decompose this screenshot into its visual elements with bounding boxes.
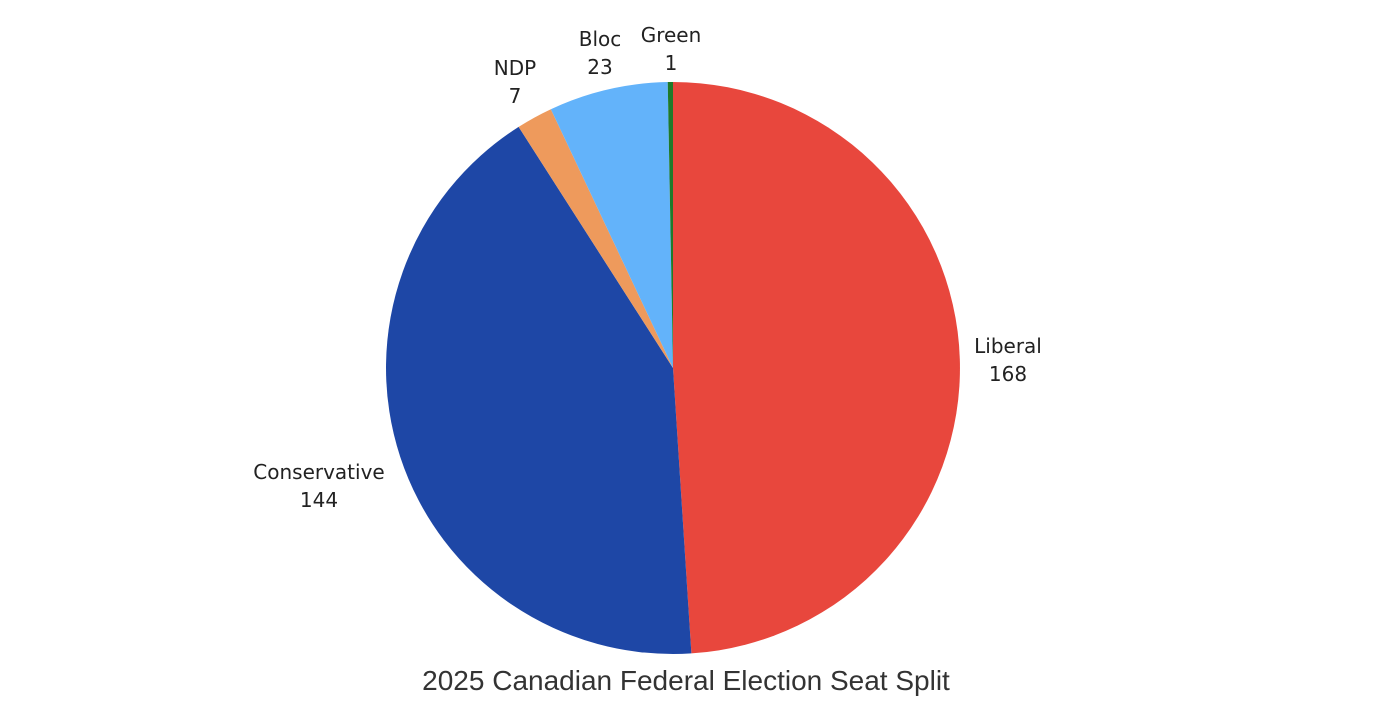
pie-slice-green [667,82,673,368]
slice-label-bloc: Bloc [579,27,622,51]
slice-label-ndp: NDP [494,56,536,80]
slice-label-liberal: Liberal [974,334,1042,358]
pie-slice-bloc [550,82,673,369]
slice-label-green: Green [641,23,702,47]
slice-value-green: 1 [665,51,678,75]
slice-value-bloc: 23 [587,55,612,79]
pie-slice-conservative [386,126,692,654]
pie-slice-ndp [518,109,673,368]
slice-value-liberal: 168 [989,362,1027,386]
slice-labels: Liberal 168 Conservative 144 NDP 7 Bloc 23 Green… [253,23,1042,512]
chart-title: 2025 Canadian Federal Election Seat Spli… [422,665,950,696]
slice-value-ndp: 7 [509,84,522,108]
pie-slices [386,82,960,654]
slice-value-conservative: 144 [300,488,338,512]
pie-slice-liberal [673,82,960,654]
slice-label-conservative: Conservative [253,460,384,484]
